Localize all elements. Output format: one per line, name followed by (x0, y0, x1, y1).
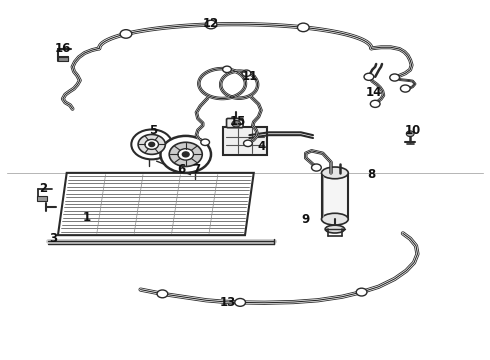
Circle shape (242, 70, 251, 76)
Text: 14: 14 (366, 86, 382, 99)
Ellipse shape (321, 213, 348, 225)
Bar (58, 57, 68, 61)
Text: 8: 8 (367, 168, 375, 181)
Circle shape (169, 142, 202, 166)
Circle shape (297, 23, 309, 32)
Ellipse shape (321, 167, 348, 179)
Text: 10: 10 (404, 124, 421, 137)
Bar (223, 127, 267, 155)
Text: 2: 2 (39, 183, 48, 195)
Circle shape (400, 85, 410, 92)
Circle shape (312, 164, 321, 171)
Circle shape (244, 140, 252, 147)
FancyBboxPatch shape (226, 118, 243, 128)
Circle shape (205, 20, 217, 29)
Text: 12: 12 (203, 17, 219, 30)
Circle shape (149, 142, 155, 147)
Text: 7: 7 (193, 163, 200, 176)
Text: 1: 1 (83, 211, 91, 224)
Text: 9: 9 (302, 213, 310, 226)
Circle shape (138, 134, 165, 154)
Text: 16: 16 (54, 42, 71, 55)
Circle shape (235, 298, 245, 306)
Bar (37, 196, 47, 201)
Text: 13: 13 (220, 296, 236, 309)
Circle shape (160, 136, 211, 173)
Circle shape (120, 30, 132, 38)
Circle shape (145, 139, 159, 149)
Text: 6: 6 (178, 163, 186, 176)
Circle shape (364, 73, 374, 80)
Circle shape (356, 288, 367, 296)
Circle shape (182, 152, 189, 157)
Ellipse shape (325, 225, 344, 233)
Polygon shape (58, 173, 254, 235)
Text: 4: 4 (258, 140, 266, 153)
Text: 11: 11 (242, 70, 258, 83)
Circle shape (157, 290, 168, 298)
Text: 3: 3 (49, 232, 57, 245)
Circle shape (390, 74, 399, 81)
Circle shape (406, 131, 414, 136)
Bar (321, 173, 348, 219)
Circle shape (131, 130, 172, 159)
Circle shape (178, 149, 194, 160)
Text: 15: 15 (229, 115, 246, 128)
Circle shape (370, 100, 380, 107)
Text: 5: 5 (148, 124, 157, 137)
Circle shape (232, 121, 241, 127)
Circle shape (201, 139, 210, 145)
Circle shape (222, 66, 231, 72)
